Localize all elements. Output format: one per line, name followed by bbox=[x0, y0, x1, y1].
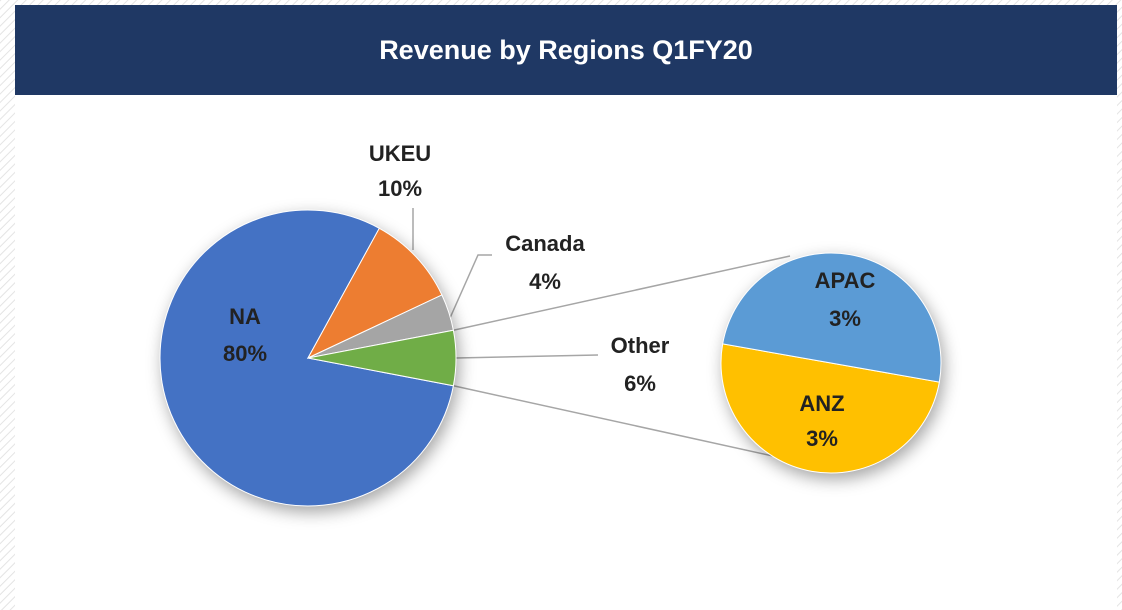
value-label: 6% bbox=[624, 371, 656, 396]
header bbox=[15, 5, 1117, 95]
value-label: 3% bbox=[806, 426, 838, 451]
slice bbox=[306, 227, 443, 360]
category-label: NA bbox=[229, 304, 261, 329]
leaders bbox=[412, 208, 801, 463]
slice bbox=[307, 329, 457, 387]
leader bbox=[449, 254, 492, 319]
chart-title: Revenue by Regions Q1FY20 bbox=[379, 35, 753, 65]
leader bbox=[455, 354, 599, 359]
main-pie bbox=[159, 209, 457, 507]
category-label: UKEU bbox=[369, 141, 431, 166]
value-label: 3% bbox=[829, 306, 861, 331]
value-label: 80% bbox=[223, 341, 267, 366]
value-label: 4% bbox=[529, 269, 561, 294]
connector bbox=[453, 384, 801, 463]
value-label: 10% bbox=[378, 176, 422, 201]
category-label: Other bbox=[611, 333, 670, 358]
category-label: ANZ bbox=[799, 391, 844, 416]
connector bbox=[453, 255, 791, 331]
slice bbox=[159, 209, 454, 507]
slice bbox=[720, 343, 940, 474]
category-label: APAC bbox=[815, 268, 876, 293]
labels: NA 80% UKEU 10% Canada 4% Other 6% ANZ 3% APAC 3% bbox=[223, 141, 875, 451]
category-label: Canada bbox=[505, 231, 585, 256]
slice bbox=[722, 252, 942, 383]
secondary-pie bbox=[720, 252, 942, 474]
